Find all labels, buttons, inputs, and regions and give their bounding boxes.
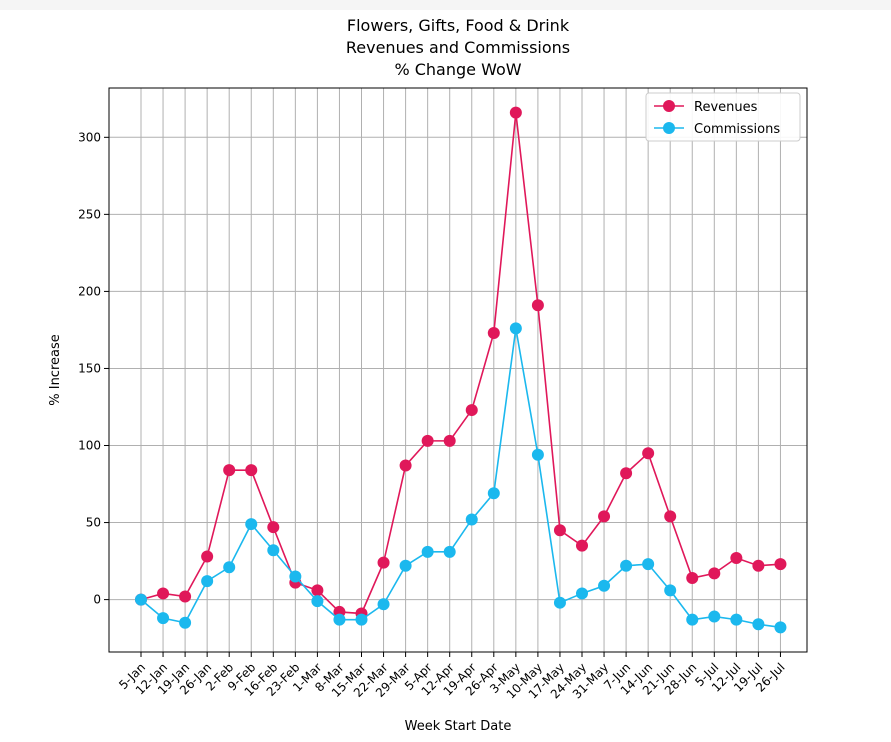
- data-point-commissions: [708, 610, 721, 623]
- data-point-commissions: [355, 613, 368, 626]
- data-point-commissions: [752, 618, 765, 631]
- series-revenues: [135, 106, 787, 620]
- y-tick-label: 150: [78, 361, 101, 375]
- series-commissions: [135, 322, 787, 634]
- data-point-revenues: [443, 434, 456, 447]
- data-point-commissions: [730, 613, 743, 626]
- data-point-revenues: [553, 524, 566, 537]
- data-point-revenues: [465, 404, 478, 417]
- chart-title: Flowers, Gifts, Food & Drink Revenues an…: [346, 16, 570, 79]
- data-point-commissions: [664, 584, 677, 597]
- data-point-revenues: [774, 558, 787, 571]
- data-point-commissions: [245, 518, 258, 531]
- data-point-commissions: [642, 558, 655, 571]
- data-point-revenues: [201, 550, 214, 563]
- data-point-revenues: [399, 459, 412, 472]
- data-point-revenues: [730, 552, 743, 564]
- y-tick-label: 250: [78, 207, 101, 221]
- data-point-revenues: [642, 447, 655, 460]
- data-point-commissions: [553, 596, 566, 609]
- data-point-revenues: [311, 584, 324, 597]
- y-tick-label: 200: [78, 284, 101, 298]
- data-point-revenues: [377, 556, 390, 569]
- chart-title-line-1: Flowers, Gifts, Food & Drink: [347, 16, 570, 35]
- plot-frame: [108, 87, 808, 653]
- data-point-commissions: [465, 513, 478, 526]
- data-point-commissions: [223, 561, 236, 574]
- data-point-commissions: [289, 570, 302, 583]
- y-tick-label: 300: [78, 130, 101, 144]
- y-tick-label: 50: [86, 516, 101, 530]
- data-point-revenues: [752, 559, 765, 572]
- data-point-commissions: [620, 559, 633, 572]
- data-point-commissions: [421, 545, 434, 558]
- series-line-revenues: [140, 112, 781, 615]
- legend-item-revenues: Revenues: [654, 100, 758, 115]
- data-point-commissions: [157, 612, 170, 625]
- data-point-revenues: [245, 464, 258, 477]
- chart-title-line-2: Revenues and Commissions: [346, 38, 570, 57]
- grid: [109, 88, 807, 652]
- x-axis-label: Week Start Date: [405, 719, 512, 734]
- data-point-commissions: [531, 448, 544, 461]
- legend-marker: [663, 100, 675, 112]
- data-point-revenues: [179, 590, 192, 603]
- data-point-revenues: [531, 299, 544, 312]
- data-point-revenues: [664, 510, 677, 523]
- data-point-commissions: [399, 559, 412, 572]
- legend-box: [645, 92, 801, 142]
- data-point-revenues: [509, 106, 522, 119]
- data-point-commissions: [686, 613, 699, 626]
- y-tick-label: 100: [78, 439, 101, 453]
- data-point-commissions: [487, 487, 500, 500]
- y-axis-ticks: 0 50 100 150 200 250 300: [78, 130, 109, 607]
- y-axis-label: % Increase: [48, 334, 63, 406]
- data-point-revenues: [708, 567, 721, 580]
- data-point-revenues: [421, 434, 434, 447]
- top-bar: [0, 0, 891, 10]
- data-point-commissions: [443, 545, 456, 558]
- series-line-commissions: [140, 328, 781, 629]
- data-point-revenues: [267, 521, 280, 534]
- data-point-revenues: [598, 510, 611, 523]
- legend-label: Commissions: [694, 122, 780, 137]
- series-layer: [135, 106, 787, 634]
- legend-label: Revenues: [694, 100, 758, 115]
- legend-item-commissions: Commissions: [654, 122, 780, 137]
- data-point-revenues: [223, 464, 236, 477]
- data-point-commissions: [576, 587, 588, 600]
- data-point-commissions: [201, 575, 214, 588]
- data-point-commissions: [333, 613, 346, 626]
- data-point-commissions: [267, 544, 280, 557]
- y-tick-label: 0: [93, 593, 101, 607]
- data-point-commissions: [135, 593, 147, 606]
- data-point-commissions: [774, 621, 787, 634]
- data-point-commissions: [377, 598, 390, 611]
- data-point-revenues: [620, 467, 633, 480]
- data-point-revenues: [576, 539, 588, 552]
- data-point-revenues: [686, 572, 699, 585]
- chart-title-line-3: % Change WoW: [394, 60, 521, 79]
- data-point-commissions: [598, 579, 611, 592]
- data-point-commissions: [311, 595, 324, 608]
- data-point-revenues: [157, 587, 170, 600]
- data-point-revenues: [487, 327, 500, 340]
- data-point-commissions: [179, 616, 192, 629]
- legend: Revenues Commissions: [645, 92, 801, 142]
- legend-marker: [663, 122, 675, 134]
- x-axis-ticks: 5-Jan12-Jan19-Jan26-Jan2-Feb9-Feb16-Feb2…: [116, 652, 788, 702]
- data-point-commissions: [509, 322, 522, 335]
